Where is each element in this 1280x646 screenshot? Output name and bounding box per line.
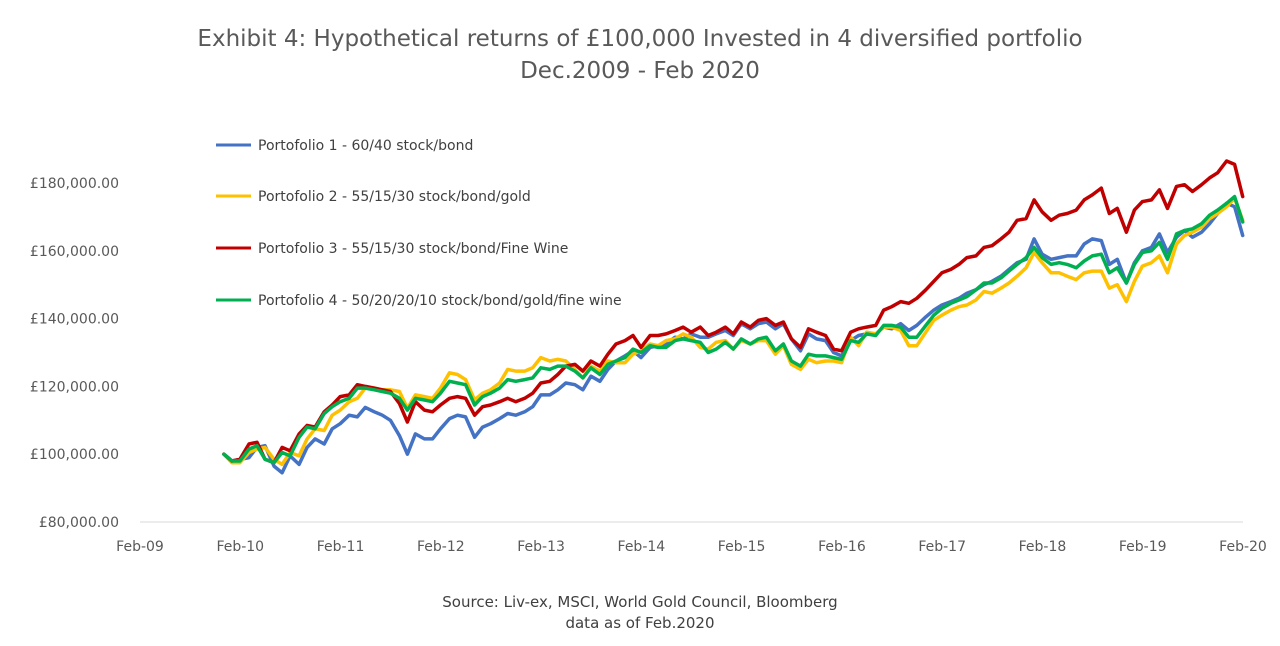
y-tick-label: £100,000.00 [30, 447, 119, 463]
x-tick-label: Feb-09 [116, 539, 164, 555]
x-tick-label: Feb-16 [818, 539, 866, 555]
y-tick-label: £180,000.00 [30, 176, 119, 192]
x-tick-label: Feb-11 [317, 539, 365, 555]
series-line-portfolio-3 [222, 159, 1245, 465]
y-tick-label: £160,000.00 [30, 244, 119, 260]
legend-label: Portofolio 1 - 60/40 stock/bond [258, 138, 473, 154]
x-tick-label: Feb-18 [1019, 539, 1067, 555]
source-note: Source: Liv-ex, MSCI, World Gold Council… [442, 593, 838, 611]
y-tick-label: £120,000.00 [30, 379, 119, 395]
y-tick-label: £140,000.00 [30, 312, 119, 328]
series-lines [222, 159, 1245, 475]
series-line-portfolio-4 [222, 194, 1245, 465]
x-tick-label: Feb-10 [216, 539, 264, 555]
x-tick-label: Feb-13 [517, 539, 565, 555]
x-tick-label: Feb-19 [1119, 539, 1167, 555]
x-tick-label: Feb-17 [918, 539, 966, 555]
x-tick-label: Feb-20 [1219, 539, 1267, 555]
y-tick-labels: £80,000.00 £100,000.00 £120,000.00 £140,000… [30, 176, 119, 531]
x-tick-label: Feb-15 [718, 539, 766, 555]
x-tick-label: Feb-12 [417, 539, 465, 555]
data-date-note: data as of Feb.2020 [565, 614, 715, 632]
legend-label: Portofolio 3 - 55/15/30 stock/bond/Fine … [258, 241, 568, 257]
legend-label: Portofolio 2 - 55/15/30 stock/bond/gold [258, 189, 531, 205]
legend: Portofolio 1 - 60/40 stock/bond Portofoli… [216, 138, 622, 309]
chart-title: Exhibit 4: Hypothetical returns of £100,… [197, 26, 1083, 52]
x-tick-labels: Feb-09 Feb-10 Feb-11 Feb-12 Feb-13 Feb-14 Feb-… [116, 539, 1267, 555]
chart-subtitle: Dec.2009 - Feb 2020 [520, 58, 760, 84]
y-tick-label: £80,000.00 [39, 515, 119, 531]
x-tick-label: Feb-14 [618, 539, 666, 555]
legend-label: Portofolio 4 - 50/20/20/10 stock/bond/go… [258, 293, 622, 309]
